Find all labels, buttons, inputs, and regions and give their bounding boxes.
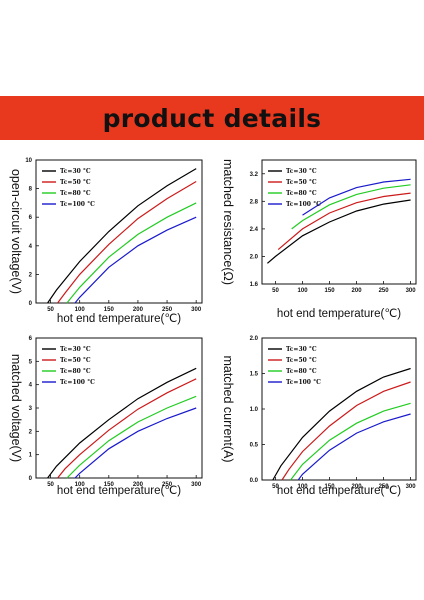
- legend-label-tc-50-c: Tc=50 °C: [60, 179, 91, 186]
- legend-label-tc-80-c: Tc=80 °C: [60, 368, 91, 375]
- x-tick-label: 50: [272, 484, 279, 490]
- legend-label-tc-50-c: Tc=50 °C: [286, 357, 317, 364]
- title-banner: product details: [0, 96, 424, 140]
- x-tick-label: 150: [325, 484, 336, 490]
- x-tick-label: 50: [47, 482, 54, 488]
- y-tick-label: 2.0: [250, 336, 259, 342]
- y-axis-label: matched voltage(V): [9, 354, 23, 462]
- series-line-tc-50-c: [281, 381, 411, 481]
- series-line-tc-30-c: [47, 367, 197, 479]
- x-tick-label: 50: [47, 307, 54, 313]
- legend-label-tc-30-c: Tc=30 °C: [286, 168, 317, 175]
- y-tick-label: 0: [29, 476, 33, 482]
- legend-label-tc-100-c: Tc=100 °C: [60, 379, 95, 386]
- banner-title: product details: [102, 103, 322, 133]
- series-line-tc-30-c: [47, 168, 197, 304]
- x-tick-label: 150: [104, 482, 115, 488]
- x-tick-label: 250: [379, 288, 390, 294]
- x-tick-label: 250: [379, 484, 390, 490]
- y-tick-label: 2.8: [250, 199, 259, 205]
- matched-voltage-chart: 50 100 150 200 250 300 0 1 2 3 4 5 6 Tc=30 °C Tc=50 °C…: [9, 336, 203, 497]
- series-line-tc-30-c: [267, 199, 411, 264]
- y-axis-label: matched current(A): [221, 356, 235, 463]
- y-tick-label: 1.6: [250, 282, 259, 288]
- x-tick-label: 300: [406, 484, 417, 490]
- y-tick-label: 2.4: [250, 227, 259, 233]
- series-line-tc-100-c: [74, 407, 197, 479]
- x-tick-label: 100: [75, 307, 86, 313]
- series-line-tc-50-c: [57, 378, 197, 479]
- legend-label-tc-50-c: Tc=50 °C: [286, 179, 317, 186]
- y-tick-label: 10: [25, 158, 32, 164]
- legend-label-tc-80-c: Tc=80 °C: [60, 190, 91, 197]
- x-axis-label: hot end temperature(℃): [277, 308, 401, 320]
- x-tick-label: 300: [406, 288, 417, 294]
- x-tick-label: 200: [352, 288, 363, 294]
- series-line-tc-50-c: [57, 180, 197, 304]
- x-axis-label: hot end temperature(℃): [57, 485, 181, 497]
- x-tick-label: 100: [298, 288, 309, 294]
- x-tick-label: 250: [162, 307, 173, 313]
- plot-frame: [261, 159, 417, 285]
- y-axis-label: matched resistance(Ω): [221, 159, 235, 285]
- x-tick-label: 300: [191, 482, 202, 488]
- legend-label-tc-30-c: Tc=30 °C: [60, 346, 91, 353]
- x-tick-label: 150: [104, 307, 115, 313]
- open-circuit-voltage-chart: 50 100 150 200 250 300 0 2 4 6 8 10 Tc=30 °C Tc=50 °C…: [9, 158, 203, 325]
- y-tick-label: 2: [29, 429, 33, 435]
- legend-label-tc-30-c: Tc=30 °C: [60, 168, 91, 175]
- y-tick-label: 1.5: [250, 372, 259, 378]
- matched-resistance-chart: 50 100 150 200 250 300 1.6 2.0 2.4 2.8 3.2 Tc=30 °C…: [221, 159, 417, 320]
- series-line-tc-80-c: [66, 395, 197, 479]
- series-line-tc-50-c: [277, 192, 411, 251]
- x-tick-label: 100: [298, 484, 309, 490]
- series-line-tc-100-c: [74, 216, 197, 304]
- y-tick-label: 0: [29, 301, 33, 307]
- y-tick-label: 1.0: [250, 407, 259, 413]
- y-tick-label: 8: [29, 187, 33, 193]
- y-tick-label: 4: [29, 244, 33, 250]
- x-tick-label: 200: [133, 482, 144, 488]
- x-tick-label: 100: [75, 482, 86, 488]
- series-line-tc-80-c: [66, 202, 197, 304]
- matched-current-chart: 50 100 150 200 250 300 0.0 0.5 1.0 1.5 2.0 Tc=30 °C…: [221, 336, 417, 497]
- y-tick-label: 3.2: [250, 172, 259, 178]
- y-tick-label: 0.0: [250, 478, 259, 484]
- legend-label-tc-30-c: Tc=30 °C: [286, 346, 317, 353]
- series-line-tc-100-c: [302, 178, 411, 216]
- y-tick-label: 4: [29, 383, 33, 389]
- x-tick-label: 150: [325, 288, 336, 294]
- series-line-tc-80-c: [290, 402, 411, 481]
- series-line-tc-30-c: [272, 367, 411, 481]
- series-line-tc-100-c: [297, 413, 411, 481]
- x-tick-label: 200: [352, 484, 363, 490]
- y-tick-label: 6: [29, 336, 33, 342]
- y-tick-label: 0.5: [250, 443, 259, 449]
- x-axis-label: hot end temperature(℃): [57, 313, 181, 325]
- legend-label-tc-100-c: Tc=100 °C: [286, 201, 321, 208]
- plot-frame: [35, 159, 203, 304]
- y-tick-label: 2: [29, 272, 33, 278]
- x-axis-label: hot end temperature(℃): [277, 485, 401, 497]
- y-tick-label: 1: [29, 453, 33, 459]
- x-tick-label: 300: [191, 307, 202, 313]
- legend-label-tc-50-c: Tc=50 °C: [60, 357, 91, 364]
- x-tick-label: 250: [162, 482, 173, 488]
- legend-label-tc-80-c: Tc=80 °C: [286, 368, 317, 375]
- y-tick-label: 2.0: [250, 254, 259, 260]
- legend-label-tc-100-c: Tc=100 °C: [286, 379, 321, 386]
- y-tick-label: 3: [29, 406, 33, 412]
- legend-label-tc-80-c: Tc=80 °C: [286, 190, 317, 197]
- series-line-tc-80-c: [291, 184, 411, 230]
- y-tick-label: 6: [29, 215, 33, 221]
- x-tick-label: 50: [272, 288, 279, 294]
- y-tick-label: 5: [29, 359, 33, 365]
- x-tick-label: 200: [133, 307, 144, 313]
- y-axis-label: open-circuit voltage(V): [9, 169, 23, 294]
- legend-label-tc-100-c: Tc=100 °C: [60, 201, 95, 208]
